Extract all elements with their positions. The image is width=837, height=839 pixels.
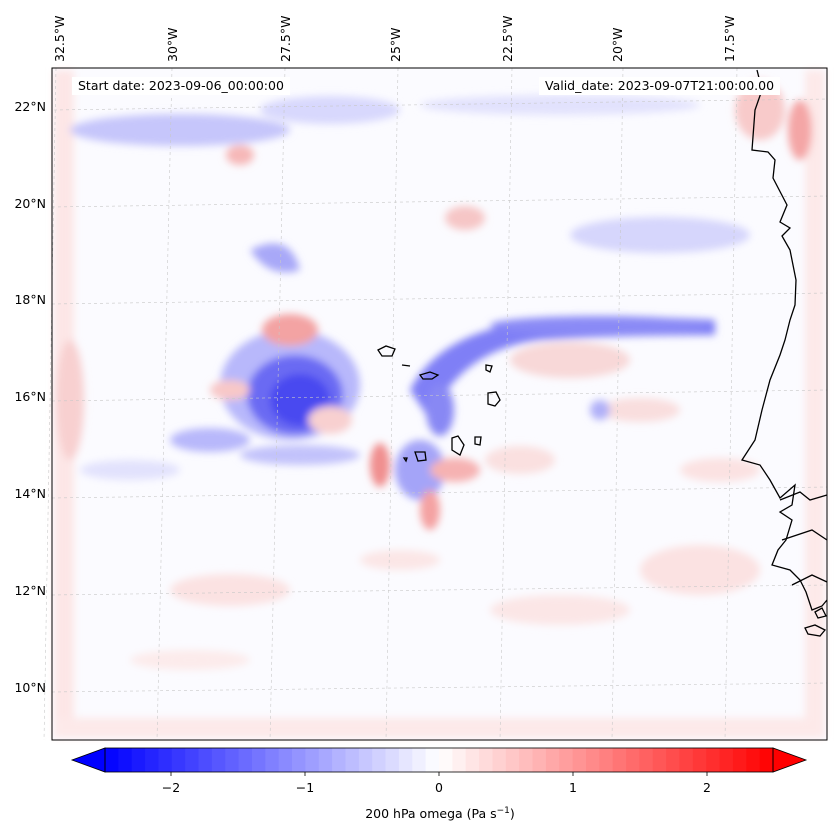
colorbar-segment: [425, 748, 440, 772]
colorbar-segment: [465, 748, 480, 772]
colorbar-segment: [305, 748, 320, 772]
colorbar-segment: [559, 748, 574, 772]
colorbar-ticks: [170, 772, 708, 776]
colorbar-segment: [585, 748, 600, 772]
lon-label: 17.5°W: [722, 16, 737, 62]
colorbar-max-arrow: [772, 747, 808, 773]
colorbar-segment: [171, 748, 186, 772]
colorbar-min-arrow: [70, 747, 106, 773]
colorbar-segment: [372, 748, 387, 772]
colorbar-segment: [158, 748, 173, 772]
lon-label: 22.5°W: [500, 16, 515, 62]
latitude-labels: 22°N 20°N 18°N 16°N 14°N 12°N 10°N: [14, 99, 46, 695]
colorbar-segment: [532, 748, 547, 772]
colorbar-segment: [345, 748, 360, 772]
lat-label: 18°N: [14, 292, 46, 307]
lat-label: 22°N: [14, 99, 46, 114]
colorbar-segment: [746, 748, 761, 772]
colorbar-segment: [145, 748, 159, 772]
colorbar-segment: [318, 748, 333, 772]
colorbar-segment: [612, 748, 627, 772]
colorbar-segment: [759, 748, 774, 772]
colorbar-segment: [185, 748, 200, 772]
colorbar-segment: [626, 748, 640, 772]
colorbar-segment: [292, 748, 306, 772]
colorbar-segment: [385, 748, 400, 772]
colorbar-segment: [105, 748, 119, 772]
lat-label: 16°N: [14, 389, 46, 404]
colorbar-segment: [706, 748, 721, 772]
colorbar-segment: [439, 748, 453, 772]
colorbar-tick-label: 2: [703, 780, 711, 795]
colorbar-segment: [332, 748, 346, 772]
colorbar-segment: [719, 748, 734, 772]
colorbar-segment: [225, 748, 240, 772]
lon-label: 25°W: [388, 27, 403, 62]
colorbar-label: 200 hPa omega (Pa s−1): [365, 806, 515, 822]
colorbar-tick-label: −2: [162, 780, 180, 795]
colorbar: −2 −1 0 1 2: [70, 747, 808, 795]
colorbar-segment: [265, 748, 280, 772]
colorbar-tick-label: 0: [435, 780, 443, 795]
colorbar-segment: [505, 748, 520, 772]
colorbar-segment: [479, 748, 493, 772]
graticule: [43, 67, 828, 741]
colorbar-segment: [211, 748, 226, 772]
omega-map: 32.5°W 30°W 27.5°W 25°W 22.5°W 20°W 17.5…: [14, 16, 828, 741]
colorbar-segment: [238, 748, 253, 772]
colorbar-segment: [639, 748, 654, 772]
colorbar-segment: [251, 748, 266, 772]
colorbar-tick-label: −1: [296, 780, 314, 795]
colorbar-segment: [732, 748, 747, 772]
colorbar-tick-label: 1: [569, 780, 577, 795]
lat-label: 20°N: [14, 196, 46, 211]
colorbar-segments: [105, 748, 774, 772]
colorbar-segment: [545, 748, 560, 772]
start-date-label: Start date: 2023-09-06_00:00:00: [72, 77, 290, 95]
colorbar-segment: [118, 748, 133, 772]
lat-label: 14°N: [14, 486, 46, 501]
lon-label: 30°W: [165, 27, 180, 62]
coastlines: [377, 69, 828, 637]
map-frame: [51, 67, 828, 741]
longitude-labels: 32.5°W 30°W 27.5°W 25°W 22.5°W 20°W 17.5…: [52, 16, 737, 62]
colorbar-segment: [412, 748, 427, 772]
colorbar-segment: [492, 748, 507, 772]
colorbar-segment: [679, 748, 694, 772]
colorbar-segment: [198, 748, 213, 772]
colorbar-segment: [278, 748, 293, 772]
valid-date-label: Valid_date: 2023-09-07T21:00:00.00: [539, 77, 781, 95]
colorbar-segment: [131, 748, 146, 772]
colorbar-segment: [519, 748, 534, 772]
lon-label: 32.5°W: [52, 16, 67, 62]
lon-label: 20°W: [610, 27, 625, 62]
colorbar-segment: [358, 748, 373, 772]
lat-label: 12°N: [14, 583, 46, 598]
lat-label: 10°N: [14, 680, 46, 695]
colorbar-segment: [652, 748, 667, 772]
colorbar-segment: [398, 748, 413, 772]
colorbar-segment: [572, 748, 587, 772]
omega-field: [54, 70, 825, 738]
colorbar-segment: [692, 748, 707, 772]
lon-label: 27.5°W: [278, 16, 293, 62]
colorbar-segment: [452, 748, 467, 772]
colorbar-segment: [666, 748, 680, 772]
colorbar-segment: [599, 748, 614, 772]
